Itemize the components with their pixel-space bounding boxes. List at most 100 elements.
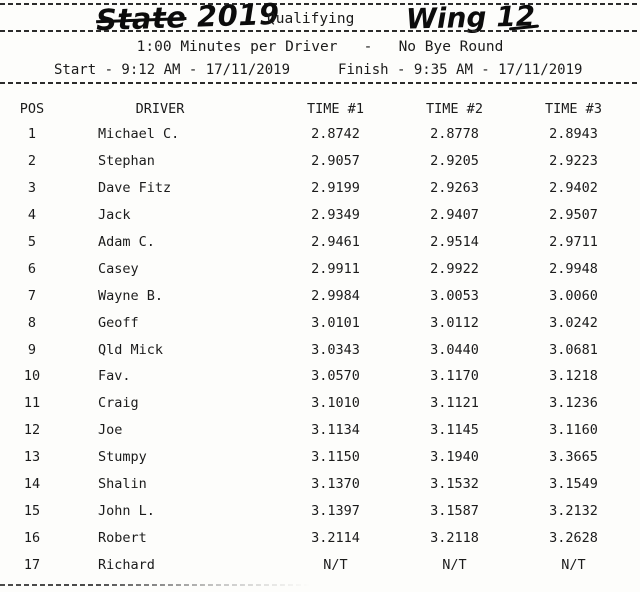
pos-cell: 3 [27, 180, 37, 197]
time1-cell: N/T [323, 556, 348, 573]
table-row: 17 Richard N/T N/T N/T [0, 551, 640, 578]
pos-cell: 17 [23, 556, 41, 573]
time1-cell: 3.1010 [311, 395, 360, 412]
driver-cell: John L. [98, 502, 155, 519]
time2-cell: 3.1121 [430, 395, 479, 412]
time1-cell: 3.2114 [311, 529, 360, 546]
time2-cell: 3.0053 [430, 287, 479, 304]
results-table-body: 1 Michael C. 2.8742 2.8778 2.8943 2 Stephan 2.9… [0, 121, 640, 578]
time2-cell: 3.0440 [430, 341, 479, 358]
driver-cell: Dave Fitz [98, 180, 172, 197]
time3-cell: 2.9948 [549, 260, 598, 277]
time3-cell: 3.0060 [549, 287, 598, 304]
pos-cell: 5 [27, 234, 37, 250]
time2-cell: 3.1940 [430, 449, 479, 466]
time3-cell: 3.1236 [549, 395, 598, 412]
faded-dashed-line-bottom [0, 584, 310, 586]
time1-cell: 3.1370 [311, 476, 360, 493]
time1-cell: 2.9984 [311, 287, 360, 304]
time2-cell: 3.2118 [430, 529, 479, 546]
time3-cell: 3.0242 [549, 314, 598, 331]
table-row: 8 Geoff 3.0101 3.0112 3.0242 [0, 309, 640, 336]
driver-cell: Qld Mick [98, 341, 164, 358]
table-row: 5 Adam C. 2.9461 2.9514 2.9711 [0, 229, 640, 256]
table-row: 2 Stephan 2.9057 2.9205 2.9223 [0, 148, 640, 175]
time3-cell: 2.8943 [549, 126, 598, 143]
table-row: 1 Michael C. 2.8742 2.8778 2.8943 [0, 121, 640, 148]
pos-cell: 6 [27, 260, 37, 277]
col-header-time2: TIME #2 [426, 101, 483, 117]
table-row: 12 Joe 3.1134 3.1145 3.1160 [0, 417, 640, 444]
pos-cell: 16 [23, 529, 41, 546]
time3-cell: 3.0681 [549, 341, 598, 358]
time3-cell: 2.9223 [549, 153, 598, 170]
time3-cell: 2.9711 [549, 234, 598, 250]
pos-cell: 10 [23, 368, 41, 385]
time3-cell: 3.2132 [549, 502, 598, 519]
time1-cell: 2.9461 [311, 234, 360, 250]
driver-cell: Jack [98, 207, 131, 224]
pos-cell: 9 [27, 341, 37, 358]
pos-cell: 7 [27, 287, 37, 304]
time3-cell: 2.9507 [549, 207, 598, 224]
dashed-divider-top [0, 3, 640, 5]
driver-cell: Adam C. [98, 234, 155, 250]
dashed-divider-title [0, 30, 640, 32]
table-row: 10 Fav. 3.0570 3.1170 3.1218 [0, 363, 640, 390]
col-header-time3: TIME #3 [545, 101, 602, 117]
pos-cell: 13 [23, 449, 41, 466]
driver-cell: Stephan [98, 153, 155, 170]
table-row: 11 Craig 3.1010 3.1121 3.1236 [0, 390, 640, 417]
driver-cell: Stumpy [98, 449, 147, 466]
time3-cell: 2.9402 [549, 180, 598, 197]
table-row: 3 Dave Fitz 2.9199 2.9263 2.9402 [0, 175, 640, 202]
time2-cell: 2.9514 [430, 234, 479, 250]
driver-cell: Craig [98, 395, 139, 412]
time3-cell: N/T [561, 556, 586, 573]
pos-cell: 14 [23, 476, 41, 493]
time2-cell: 2.9407 [430, 207, 479, 224]
col-header-time1: TIME #1 [307, 101, 364, 117]
col-header-pos: POS [19, 101, 45, 117]
time1-cell: 3.0570 [311, 368, 360, 385]
pos-cell: 11 [23, 395, 41, 412]
time3-cell: 3.1549 [549, 476, 598, 493]
time2-cell: 3.0112 [430, 314, 479, 331]
time2-cell: N/T [442, 556, 467, 573]
time1-cell: 3.0101 [311, 314, 360, 331]
session-info-line: 1:00 Minutes per Driver - No Bye Round [136, 39, 504, 55]
col-header-driver: DRIVER [135, 101, 185, 117]
driver-cell: Casey [98, 260, 139, 277]
driver-cell: Geoff [98, 314, 139, 331]
table-row: 9 Qld Mick 3.0343 3.0440 3.0681 [0, 336, 640, 363]
time1-cell: 2.9057 [311, 153, 360, 170]
driver-cell: Shalin [98, 476, 147, 493]
table-header-row: POS DRIVER TIME #1 TIME #2 TIME #3 [0, 101, 640, 117]
time1-cell: 2.9911 [311, 260, 360, 277]
time2-cell: 3.1170 [430, 368, 479, 385]
time3-cell: 3.3665 [549, 449, 598, 466]
pos-cell: 4 [27, 207, 37, 224]
time1-cell: 3.0343 [311, 341, 360, 358]
start-finish-line: Start - 9:12 AM - 17/11/2019 Finish - 9:… [54, 62, 582, 78]
table-row: 16 Robert 3.2114 3.2118 3.2628 [0, 524, 640, 551]
pos-cell: 12 [23, 422, 41, 439]
driver-cell: Wayne B. [98, 287, 164, 304]
time2-cell: 2.9205 [430, 153, 479, 170]
driver-cell: Richard [98, 556, 155, 573]
table-row: 14 Shalin 3.1370 3.1532 3.1549 [0, 471, 640, 498]
pos-cell: 2 [27, 153, 37, 170]
time2-cell: 2.9263 [430, 180, 479, 197]
table-row: 7 Wayne B. 2.9984 3.0053 3.0060 [0, 282, 640, 309]
driver-cell: Fav. [98, 368, 131, 385]
time1-cell: 2.9199 [311, 180, 360, 197]
pos-cell: 1 [27, 126, 37, 143]
driver-cell: Joe [98, 422, 123, 439]
pos-cell: 15 [23, 502, 41, 519]
start-time-label: Start - 9:12 AM - 17/11/2019 [54, 62, 291, 78]
time3-cell: 3.2628 [549, 529, 598, 546]
time2-cell: 3.1532 [430, 476, 479, 493]
qualifying-label: Qualifying [267, 11, 355, 27]
dashed-divider-header [0, 82, 640, 84]
